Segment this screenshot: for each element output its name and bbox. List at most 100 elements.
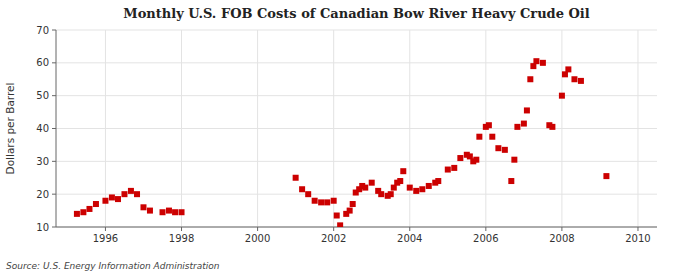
point — [347, 208, 353, 214]
point — [533, 58, 539, 64]
point — [445, 167, 451, 173]
x-tick — [485, 227, 486, 231]
point — [495, 145, 501, 151]
x-tick — [637, 227, 638, 231]
point — [473, 157, 479, 163]
source-note: Source: U.S. Energy Information Administ… — [6, 261, 220, 271]
point — [565, 66, 571, 72]
point — [147, 208, 153, 214]
point — [331, 198, 337, 204]
point — [435, 178, 441, 184]
title: Monthly U.S. FOB Costs of Canadian Bow R… — [123, 6, 589, 21]
x-tick-label: 1998 — [169, 233, 194, 244]
point — [362, 185, 368, 191]
point — [115, 196, 121, 202]
y-tick-label: 70 — [36, 25, 49, 36]
point — [524, 107, 530, 113]
point — [318, 199, 324, 205]
y-tick — [52, 62, 56, 63]
x-tick — [105, 227, 106, 231]
point — [378, 191, 384, 197]
x-tick — [181, 227, 182, 231]
y-axis-label: Dollars per Barrel — [4, 83, 16, 175]
chart: 1996199820002002200420062008201010203040… — [0, 0, 675, 275]
point — [514, 124, 520, 130]
y-tick — [52, 194, 56, 195]
point — [400, 168, 406, 174]
point — [80, 209, 86, 215]
point — [511, 157, 517, 163]
x-tick — [257, 227, 258, 231]
point — [369, 180, 375, 186]
point — [413, 188, 419, 194]
point — [74, 211, 80, 217]
x-tick-label: 2004 — [397, 233, 422, 244]
point — [559, 93, 565, 99]
point — [337, 222, 343, 227]
grid-line-y — [56, 128, 657, 129]
point — [578, 78, 584, 84]
x-tick-label: 1996 — [93, 233, 118, 244]
x-tick-label: 2010 — [625, 233, 650, 244]
grid — [56, 30, 657, 227]
y-tick-label: 40 — [36, 123, 49, 134]
x-tick — [561, 227, 562, 231]
point — [293, 175, 299, 181]
point — [489, 134, 495, 140]
point — [160, 209, 166, 215]
axes: 1996199820002002200420062008201010203040… — [36, 25, 657, 245]
x-tick — [409, 227, 410, 231]
point — [603, 173, 609, 179]
point — [388, 191, 394, 197]
point — [109, 194, 115, 200]
point — [540, 60, 546, 66]
point — [334, 213, 340, 219]
point — [128, 188, 134, 194]
x-tick — [333, 227, 334, 231]
point — [486, 122, 492, 128]
point — [140, 204, 146, 210]
point — [324, 199, 330, 205]
point — [299, 186, 305, 192]
point — [102, 198, 108, 204]
x-tick-label: 2008 — [549, 233, 574, 244]
point — [426, 183, 432, 189]
point — [419, 186, 425, 192]
point — [508, 178, 514, 184]
x-tick-label: 2006 — [473, 233, 498, 244]
point — [502, 147, 508, 153]
grid-line-y — [56, 161, 657, 162]
point — [121, 191, 127, 197]
y-tick-label: 60 — [36, 57, 49, 68]
point — [134, 191, 140, 197]
point — [407, 185, 413, 191]
x-tick-label: 2000 — [245, 233, 270, 244]
point — [476, 134, 482, 140]
y-tick-label: 10 — [36, 222, 49, 233]
point — [86, 206, 92, 212]
grid-line-y — [56, 95, 657, 96]
point — [457, 155, 463, 161]
y-tick — [52, 95, 56, 96]
point — [172, 209, 178, 215]
point — [397, 178, 403, 184]
point — [549, 124, 555, 130]
point — [312, 198, 318, 204]
point — [527, 76, 533, 82]
y-tick-label: 50 — [36, 90, 49, 101]
point — [179, 209, 185, 215]
point — [521, 121, 527, 127]
x-axis-line — [56, 227, 657, 228]
y-tick-label: 30 — [36, 156, 49, 167]
point — [350, 201, 356, 207]
point — [305, 191, 311, 197]
grid-line-y — [56, 227, 657, 228]
y-tick — [52, 227, 56, 228]
y-tick-label: 20 — [36, 189, 49, 200]
point — [451, 165, 457, 171]
point — [166, 208, 172, 214]
points — [74, 58, 609, 227]
y-tick — [52, 161, 56, 162]
y-tick — [52, 30, 56, 31]
y-tick — [52, 128, 56, 129]
